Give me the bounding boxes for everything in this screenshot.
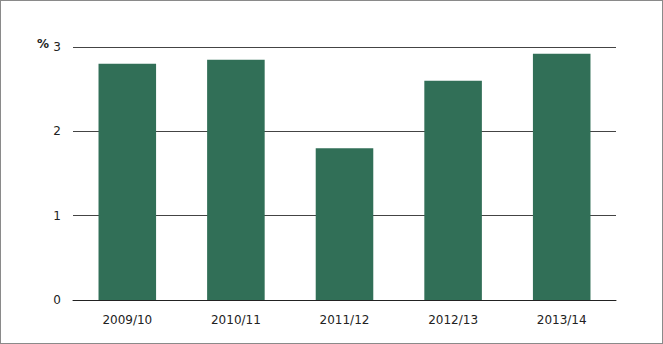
svg-text:2009/10: 2009/10 <box>102 313 152 327</box>
svg-text:2012/13: 2012/13 <box>428 313 478 327</box>
svg-text:2011/12: 2011/12 <box>320 313 370 327</box>
svg-text:2010/11: 2010/11 <box>211 313 261 327</box>
svg-text:%: % <box>37 37 49 51</box>
svg-text:2013/14: 2013/14 <box>537 313 587 327</box>
svg-text:1: 1 <box>53 209 61 223</box>
svg-text:0: 0 <box>53 293 61 307</box>
svg-text:3: 3 <box>53 40 61 54</box>
svg-text:2: 2 <box>53 124 61 138</box>
